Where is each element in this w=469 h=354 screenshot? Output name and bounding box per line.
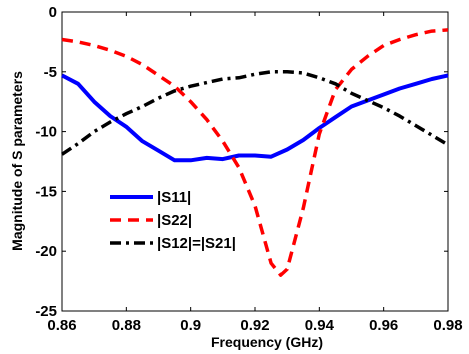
series-group [61, 28, 449, 277]
legend-label-1: |S11| [157, 189, 191, 206]
y-axis-ticks: -25 -20 -15 -10 -5 0 [35, 4, 448, 320]
y-tick-label: 0 [49, 4, 57, 21]
x-tick-label: 0.96 [369, 317, 398, 334]
series-line-3 [61, 70, 449, 156]
x-tick-label: 0.92 [240, 317, 269, 334]
y-tick-label: -20 [35, 243, 57, 260]
y-tick-label: -15 [35, 183, 57, 200]
x-tick-label: 0.86 [47, 317, 76, 334]
legend: |S11| |S22| |S12|=|S21| [110, 189, 236, 252]
x-axis-ticks: 0.86 0.88 0.9 0.92 0.94 0.96 0.98 [47, 12, 463, 334]
x-axis-title: Frequency (GHz) [211, 334, 323, 350]
legend-label-3: |S12|=|S21| [157, 235, 236, 252]
x-tick-label: 0.98 [433, 317, 462, 334]
x-tick-label: 0.94 [305, 317, 335, 334]
series-line-1 [61, 73, 449, 163]
y-tick-label: -10 [35, 124, 57, 141]
y-tick-label: -5 [44, 64, 57, 81]
x-tick-label: 0.9 [180, 317, 201, 334]
y-tick-label: -25 [35, 303, 57, 320]
legend-label-2: |S22| [157, 212, 192, 229]
y-axis-title: Magnitude of S parameters [9, 71, 25, 251]
x-tick-label: 0.88 [112, 317, 141, 334]
series-line-2 [61, 28, 449, 277]
